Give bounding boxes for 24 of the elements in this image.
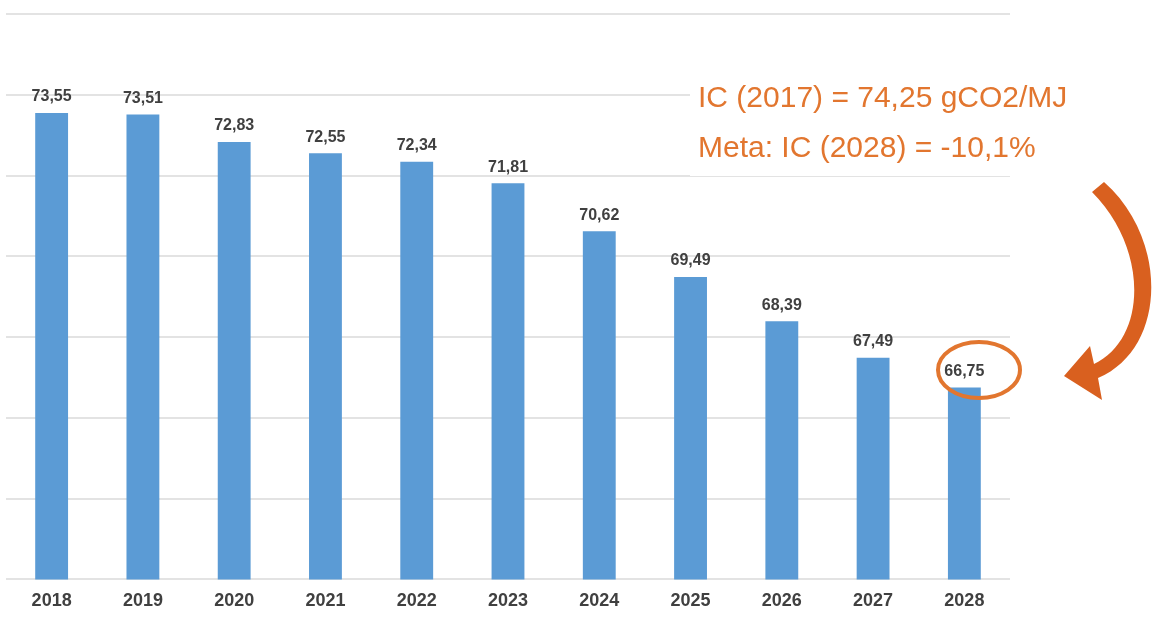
x-tick-label: 2020 — [214, 590, 255, 611]
data-label: 72,34 — [396, 136, 437, 154]
data-label: 71,81 — [487, 157, 529, 175]
data-label: 70,62 — [579, 205, 620, 223]
x-tick-label: 2021 — [305, 590, 346, 611]
annotation: Meta: IC (2028) = -10,1% — [698, 129, 1037, 165]
x-tick-label: 2024 — [579, 590, 620, 611]
x-tick-label: 2026 — [761, 590, 802, 611]
x-tick-label: 2023 — [487, 590, 529, 611]
data-label: 68,39 — [761, 295, 802, 313]
x-tick-label: 2019 — [122, 590, 163, 611]
data-label: 66,75 — [944, 361, 985, 379]
data-label: 72,83 — [214, 116, 255, 134]
x-tick-label: 2028 — [944, 590, 985, 611]
x-tick-label: 2022 — [396, 590, 437, 611]
data-label: 67,49 — [853, 332, 894, 350]
data-label: 69,49 — [670, 251, 711, 269]
annotation: IC (2017) = 74,25 gCO2/MJ — [698, 79, 1068, 115]
data-label: 72,55 — [305, 127, 346, 145]
data-label: 73,51 — [122, 88, 164, 106]
x-tick-label: 2018 — [31, 590, 72, 611]
x-tick-label: 2025 — [670, 590, 711, 611]
x-tick-label: 2027 — [853, 590, 894, 611]
data-label: 73,55 — [31, 87, 72, 105]
